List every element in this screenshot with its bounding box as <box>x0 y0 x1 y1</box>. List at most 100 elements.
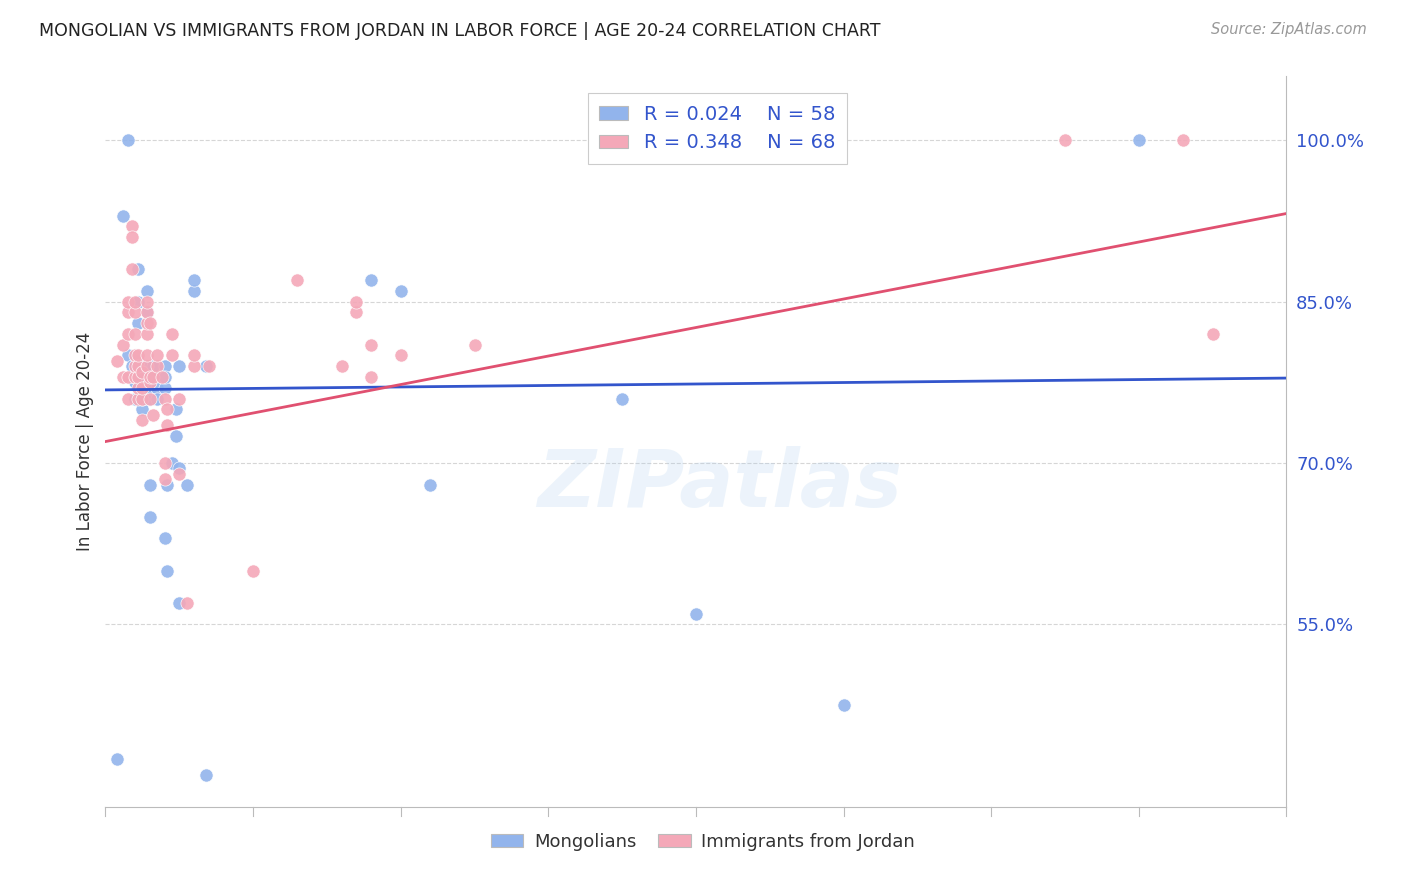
Point <box>131 381 153 395</box>
Point <box>124 294 146 309</box>
Point <box>131 402 153 417</box>
Point <box>127 262 149 277</box>
Point <box>169 461 191 475</box>
Legend: R = 0.024    N = 58, R = 0.348    N = 68: R = 0.024 N = 58, R = 0.348 N = 68 <box>588 93 846 164</box>
Point <box>194 359 217 374</box>
Point <box>127 359 149 374</box>
Point <box>146 349 169 363</box>
Point <box>146 381 169 395</box>
Point <box>142 370 165 384</box>
Point <box>330 359 353 374</box>
Point <box>242 564 264 578</box>
Point <box>124 326 146 341</box>
Point <box>138 376 162 390</box>
Point <box>135 359 157 374</box>
Point <box>160 326 183 341</box>
Point <box>346 294 368 309</box>
Point <box>138 359 162 374</box>
Point <box>131 392 153 406</box>
Point <box>685 607 707 621</box>
Point <box>138 392 162 406</box>
Point <box>117 133 139 147</box>
Point <box>112 209 135 223</box>
Point <box>127 370 149 384</box>
Point <box>127 316 149 330</box>
Point <box>127 354 149 368</box>
Point <box>124 370 146 384</box>
Point <box>156 402 179 417</box>
Point <box>832 698 855 712</box>
Point <box>138 392 162 406</box>
Point <box>135 316 157 330</box>
Point <box>131 413 153 427</box>
Point <box>360 337 382 351</box>
Point <box>117 392 139 406</box>
Point <box>112 337 135 351</box>
Point <box>131 359 153 374</box>
Point <box>150 370 173 384</box>
Point <box>156 418 179 433</box>
Point <box>197 359 219 374</box>
Point <box>138 509 162 524</box>
Point <box>1201 326 1223 341</box>
Point <box>142 359 165 374</box>
Point <box>138 370 162 384</box>
Point <box>124 359 146 374</box>
Point <box>1128 133 1150 147</box>
Point <box>1171 133 1194 147</box>
Point <box>287 273 309 287</box>
Point <box>169 359 191 374</box>
Point <box>169 596 191 610</box>
Point <box>124 305 146 319</box>
Point <box>419 477 441 491</box>
Point <box>135 294 157 309</box>
Point <box>124 376 146 390</box>
Point <box>121 359 143 374</box>
Point <box>131 392 153 406</box>
Point <box>105 354 128 368</box>
Point <box>138 370 162 384</box>
Y-axis label: In Labor Force | Age 20-24: In Labor Force | Age 20-24 <box>76 332 94 551</box>
Point <box>183 359 205 374</box>
Point <box>131 370 153 384</box>
Point <box>169 467 191 481</box>
Point <box>464 337 486 351</box>
Point <box>135 326 157 341</box>
Point <box>124 392 146 406</box>
Point <box>117 326 139 341</box>
Point <box>160 349 183 363</box>
Point <box>135 305 157 319</box>
Point <box>612 392 634 406</box>
Point <box>360 273 382 287</box>
Point <box>117 349 139 363</box>
Point <box>117 305 139 319</box>
Point <box>183 273 205 287</box>
Point <box>142 408 165 422</box>
Point <box>142 370 165 384</box>
Point <box>146 392 169 406</box>
Point <box>121 230 143 244</box>
Point <box>127 381 149 395</box>
Legend: Mongolians, Immigrants from Jordan: Mongolians, Immigrants from Jordan <box>484 826 922 858</box>
Point <box>117 370 139 384</box>
Point <box>138 381 162 395</box>
Point <box>112 370 135 384</box>
Point <box>153 532 176 546</box>
Point <box>127 294 149 309</box>
Text: ZIPatlas: ZIPatlas <box>537 446 903 524</box>
Text: Source: ZipAtlas.com: Source: ZipAtlas.com <box>1211 22 1367 37</box>
Point <box>165 402 187 417</box>
Point <box>183 349 205 363</box>
Point <box>121 219 143 234</box>
Point <box>135 284 157 298</box>
Point <box>131 365 153 379</box>
Point <box>138 316 162 330</box>
Point <box>389 284 412 298</box>
Point <box>389 349 412 363</box>
Point <box>153 456 176 470</box>
Point <box>138 477 162 491</box>
Point <box>121 370 143 384</box>
Point <box>153 381 176 395</box>
Point <box>124 370 146 384</box>
Text: MONGOLIAN VS IMMIGRANTS FROM JORDAN IN LABOR FORCE | AGE 20-24 CORRELATION CHART: MONGOLIAN VS IMMIGRANTS FROM JORDAN IN L… <box>39 22 882 40</box>
